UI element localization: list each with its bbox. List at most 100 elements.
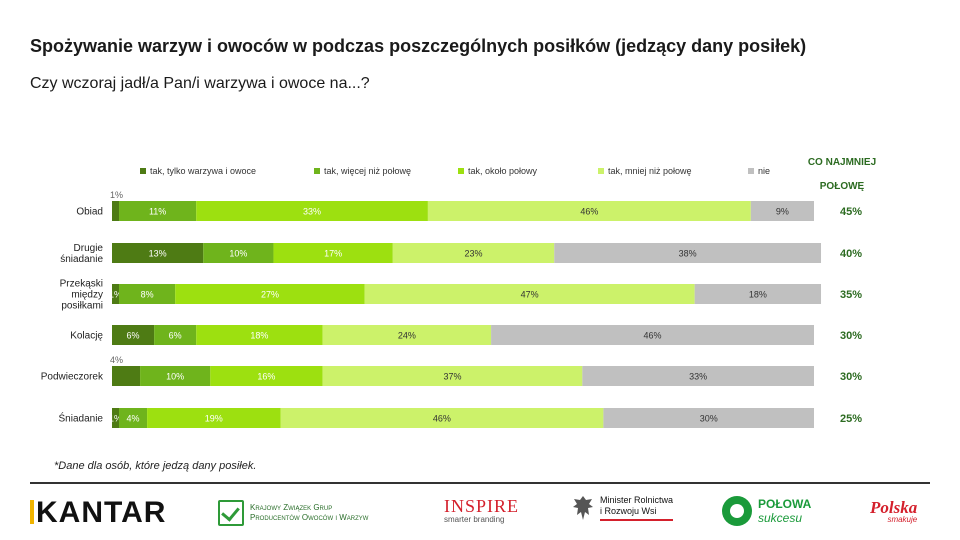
atleast-value: 35%: [840, 289, 862, 301]
category-label: Obiad: [76, 207, 103, 218]
bar-segment: [147, 408, 281, 428]
data-label: 6%: [127, 331, 140, 341]
legend-item: tak, mniej niż połowę: [598, 166, 692, 176]
bar-segment: [427, 201, 751, 221]
minister-line2: i Rozwoju Wsi: [600, 506, 657, 516]
bar-segment: [154, 325, 197, 345]
atleast-header-line1: CO NAJMNIEJ: [807, 157, 877, 168]
data-label: 8%: [141, 290, 154, 300]
data-label: 33%: [303, 207, 321, 217]
data-label: 10%: [229, 249, 247, 259]
category-label: Przekąski: [60, 279, 103, 290]
bar-segment: [196, 201, 428, 221]
checkmark-icon: [218, 500, 244, 526]
kantar-bar-icon: [30, 500, 34, 524]
polowa-line2: sukcesu: [758, 511, 803, 525]
legend-label: tak, tylko warzywa i owoce: [150, 166, 257, 176]
legend-swatch-icon: [598, 168, 604, 174]
bar-segment: [273, 243, 393, 263]
legend-swatch-icon: [458, 168, 464, 174]
polowa-line1: POŁOWA: [758, 497, 812, 511]
data-label: 13%: [149, 249, 167, 259]
data-label: 30%: [700, 414, 718, 424]
bar-segment: [491, 325, 814, 345]
bar-segment: [280, 408, 604, 428]
atleast-value: 30%: [840, 330, 862, 342]
data-label: 6%: [169, 331, 182, 341]
data-label: 46%: [644, 331, 662, 341]
bar-segment: [140, 366, 211, 386]
data-label: 46%: [433, 414, 451, 424]
legend-label: tak, więcej niż połowę: [324, 166, 412, 176]
bar-segment: [175, 284, 365, 304]
bar-segment: [322, 325, 492, 345]
data-label-above: 1%: [110, 190, 123, 200]
bar-segment: [392, 243, 555, 263]
atleast-value: 45%: [840, 206, 862, 218]
atleast-value: 30%: [840, 371, 862, 383]
inspire-tagline: smarter branding: [444, 515, 505, 524]
data-label: 11%: [149, 207, 166, 217]
bar-row: Obiad 11% 33% 46% 9% 1% 45%: [76, 190, 862, 221]
data-label: 24%: [398, 331, 416, 341]
legend-swatch-icon: [748, 168, 754, 174]
bar-row: Śniadanie 1% 4% 19% 46% 30% 25%: [59, 408, 862, 428]
category-label: Śniadanie: [59, 412, 104, 425]
bar-segment: [196, 325, 323, 345]
data-label: 18%: [250, 331, 268, 341]
polska-smakuje-logo: Polska smakuje: [870, 498, 917, 524]
kzgp-logo: Krajowy Związek Grup Producentów Owoców …: [218, 500, 368, 526]
bar-segment: [112, 201, 120, 221]
polowa-sukcesu-logo: POŁOWA sukcesu: [722, 496, 811, 526]
minister-logo: Minister Rolnictwa i Rozwoju Wsi: [572, 494, 674, 522]
category-label: między: [71, 290, 103, 301]
data-label: 9%: [776, 207, 789, 217]
data-label-above: 4%: [110, 355, 123, 365]
legend-swatch-icon: [314, 168, 320, 174]
category-label: Podwieczorek: [41, 372, 104, 383]
bar-segment: [112, 243, 204, 263]
legend-label: nie: [758, 166, 771, 176]
bar-segment: [364, 284, 695, 304]
data-label: 46%: [580, 207, 598, 217]
kantar-logo: KANTAR: [30, 496, 166, 530]
data-label: 18%: [749, 290, 767, 300]
data-label: 47%: [521, 290, 539, 300]
atleast-value: 25%: [840, 413, 862, 425]
data-label: 33%: [689, 372, 707, 382]
bar-row: Podwieczorek 10% 16% 37% 33% 4% 30%: [41, 355, 862, 386]
bar-segment: [112, 284, 120, 304]
polska-line1: Polska: [870, 498, 918, 517]
data-label: 19%: [205, 414, 223, 424]
data-label: 1%: [109, 414, 122, 424]
logo-strip: KANTAR Krajowy Związek Grup Producentów …: [0, 490, 960, 540]
legend-label: tak, około połowy: [468, 166, 538, 176]
category-label: Drugie: [74, 243, 104, 254]
category-label: posiłkami: [61, 301, 103, 312]
legend-label: tak, mniej niż połowę: [608, 166, 692, 176]
data-label: 16%: [257, 372, 275, 382]
data-label: 4%: [127, 414, 140, 424]
bar-segment: [603, 408, 814, 428]
kzgp-line2: Producentów Owoców i Warzyw: [250, 513, 369, 522]
atleast-header: CO NAJMNIEJ POŁOWĘ: [796, 151, 888, 199]
atleast-header-line2: POŁOWĘ: [819, 181, 865, 192]
category-label: Kolację: [70, 331, 103, 342]
data-label: 23%: [465, 249, 483, 259]
footer-divider: [30, 482, 930, 484]
bar-segment: [119, 201, 197, 221]
bar-segment: [694, 284, 822, 304]
legend-item: nie: [748, 166, 770, 176]
eagle-emblem-icon: [573, 496, 593, 520]
bar-segment: [750, 201, 814, 221]
legend-swatch-icon: [140, 168, 146, 174]
bar-row: Kolację 6% 6% 18% 24% 46% 30%: [70, 325, 862, 345]
chart-title: Spożywanie warzyw i owoców w podczas pos…: [30, 36, 807, 56]
data-label: 10%: [166, 372, 184, 382]
bar-segment: [210, 366, 323, 386]
polska-line2: smakuje: [887, 515, 918, 524]
legend-item: tak, około połowy: [458, 166, 537, 176]
